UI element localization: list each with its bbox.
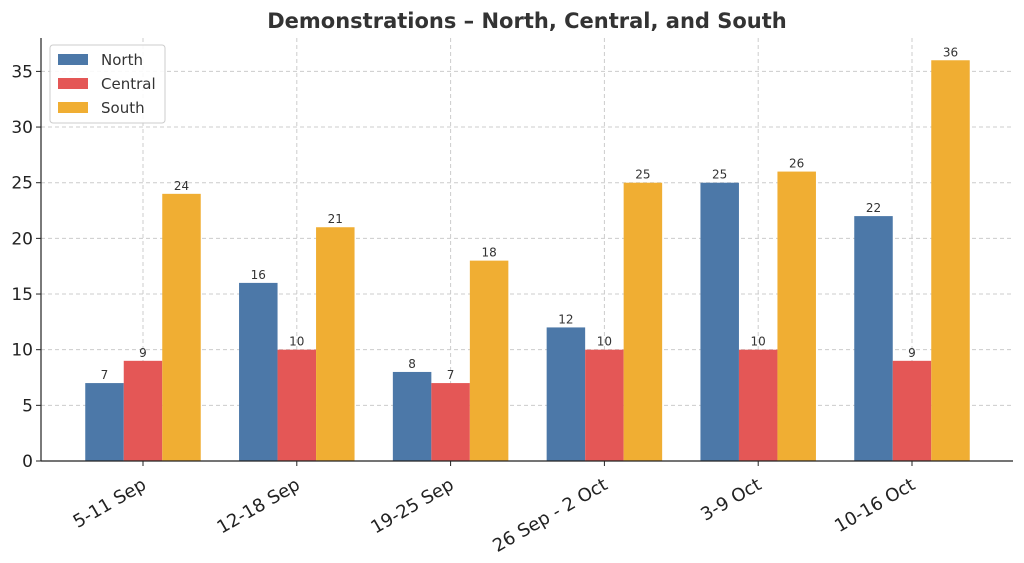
- bar-value-label: 12: [558, 312, 573, 326]
- bar-north: [239, 282, 278, 461]
- bar-central: [123, 360, 163, 461]
- x-tick-label: 19-25 Sep: [367, 474, 457, 538]
- legend-swatch-north: [58, 54, 88, 65]
- bar-central: [892, 360, 932, 461]
- bar-north: [85, 383, 124, 461]
- bar-value-label: 24: [174, 179, 189, 193]
- bar-value-label: 9: [908, 346, 916, 360]
- bar-value-label: 10: [751, 335, 766, 349]
- bar-north: [854, 216, 893, 461]
- bar-value-label: 25: [712, 168, 727, 182]
- bar-value-label: 9: [139, 346, 147, 360]
- data-labels: 7 9 24 16 10 21 8 7 18 12 10 25 25 10 26 22 9 36: [101, 45, 958, 382]
- bar-south: [162, 193, 201, 461]
- bar-value-label: 10: [289, 335, 304, 349]
- bar-value-label: 18: [481, 246, 496, 260]
- legend-label-south: South: [101, 99, 145, 117]
- chart-title: Demonstrations – North, Central, and Sou…: [267, 9, 786, 33]
- bar-value-label: 7: [101, 368, 109, 382]
- y-tick-label: 15: [11, 285, 33, 305]
- bar-central: [277, 349, 317, 461]
- y-tick-label: 0: [22, 452, 33, 472]
- bar-central: [738, 349, 778, 461]
- y-tick-label: 20: [11, 229, 33, 249]
- legend-label-central: Central: [101, 75, 156, 93]
- bar-north: [546, 327, 586, 461]
- bar-value-label: 36: [943, 45, 958, 59]
- y-tick-label: 35: [11, 62, 33, 82]
- y-tick-label: 10: [11, 341, 33, 361]
- bar-south: [931, 60, 970, 462]
- x-tick-label: 3-9 Oct: [697, 474, 765, 525]
- x-tick-label: 10-16 Oct: [831, 474, 919, 537]
- bar-central: [585, 349, 624, 461]
- bar-south: [623, 182, 663, 462]
- bars: [85, 60, 970, 462]
- bar-value-label: 25: [635, 168, 650, 182]
- bar-value-label: 26: [789, 157, 804, 171]
- bar-value-label: 21: [328, 212, 343, 226]
- x-tick-label: 26 Sep - 2 Oct: [489, 474, 611, 557]
- bar-value-label: 8: [408, 357, 416, 371]
- x-tick-label: 5-11 Sep: [70, 474, 150, 532]
- bar-value-label: 7: [447, 368, 455, 382]
- bar-north: [392, 371, 432, 461]
- bar-central: [431, 383, 470, 461]
- legend-swatch-central: [58, 78, 88, 89]
- legend-swatch-south: [58, 102, 88, 113]
- legend: North Central South: [49, 44, 166, 124]
- bar-value-label: 10: [597, 335, 612, 349]
- bar-south: [777, 171, 816, 461]
- bar-south: [469, 260, 509, 461]
- y-tick-label: 30: [11, 118, 33, 138]
- legend-label-north: North: [101, 51, 143, 69]
- x-tick-label: 12-18 Sep: [214, 474, 304, 538]
- bar-value-label: 22: [866, 201, 881, 215]
- bar-value-label: 16: [251, 268, 266, 282]
- bar-south: [316, 227, 355, 461]
- y-tick-label: 25: [11, 174, 33, 194]
- y-tick-label: 5: [22, 396, 33, 416]
- bar-north: [700, 182, 739, 462]
